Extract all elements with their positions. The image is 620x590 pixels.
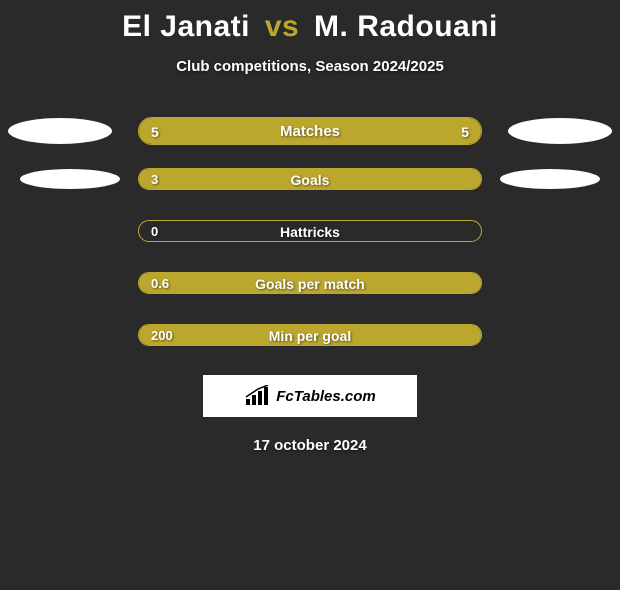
stat-value-right: 5 — [461, 118, 469, 145]
date-label: 17 october 2024 — [0, 437, 620, 454]
stat-value-left: 3 — [151, 169, 158, 190]
player1-marker — [20, 169, 120, 189]
stat-value-left: 0 — [151, 221, 158, 242]
stat-label: Matches — [139, 118, 481, 145]
page-title: El Janati vs M. Radouani — [0, 10, 620, 44]
stat-row-min-per-goal: Min per goal200 — [0, 323, 620, 347]
logo-text: FcTables.com — [276, 388, 375, 405]
stat-row-goals: Goals3 — [0, 167, 620, 191]
player1-name: El Janati — [122, 10, 250, 43]
stat-label: Goals per match — [139, 273, 481, 294]
stat-row-matches: Matches5 5 — [0, 119, 620, 143]
subtitle: Club competitions, Season 2024/2025 — [0, 58, 620, 75]
stat-row-hattricks: Hattricks0 — [0, 219, 620, 243]
stat-bar: Goals per match0.6 — [138, 272, 482, 294]
stat-bar: Min per goal200 — [138, 324, 482, 346]
stat-label: Min per goal — [139, 325, 481, 346]
vs-text: vs — [265, 10, 299, 43]
stat-value-left: 0.6 — [151, 273, 169, 294]
fctables-chart-icon — [244, 385, 272, 407]
stat-bar: Goals3 — [138, 168, 482, 190]
stat-label: Hattricks — [139, 221, 481, 242]
fctables-logo: FcTables.com — [203, 375, 417, 417]
stats-container: Matches5 5 Goals3 Hattricks0 Goals per match… — [0, 119, 620, 347]
player2-marker — [508, 118, 612, 144]
player2-name: M. Radouani — [314, 10, 498, 43]
stat-value-left: 200 — [151, 325, 173, 346]
stat-label: Goals — [139, 169, 481, 190]
stat-row-goals-per-match: Goals per match0.6 — [0, 271, 620, 295]
stat-bar: Matches5 5 — [138, 117, 482, 145]
player1-marker — [8, 118, 112, 144]
stat-bar: Hattricks0 — [138, 220, 482, 242]
stat-value-left: 5 — [151, 118, 159, 145]
player2-marker — [500, 169, 600, 189]
